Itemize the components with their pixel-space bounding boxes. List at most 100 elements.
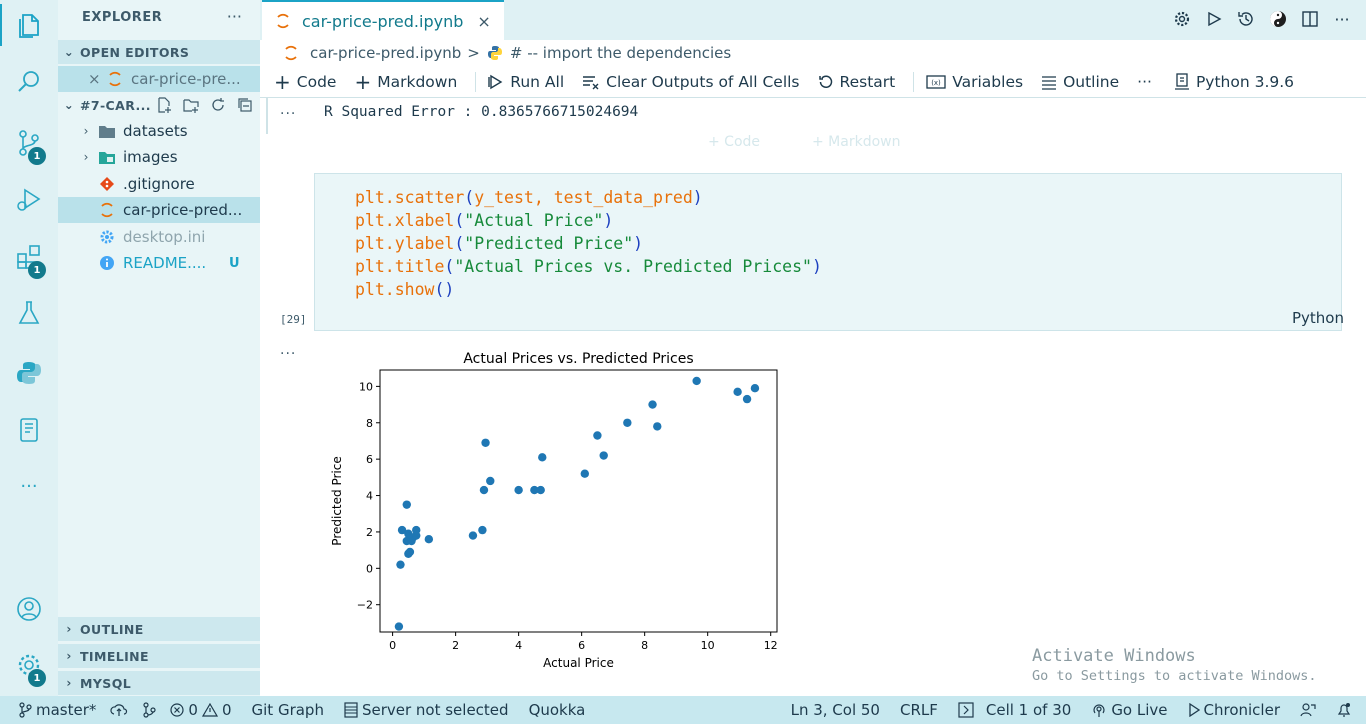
new-folder-icon[interactable] — [182, 96, 200, 114]
restart-kernel-button[interactable]: Restart — [818, 73, 895, 91]
manage-gear-icon[interactable]: 1 — [0, 640, 58, 690]
outline-section-header[interactable]: › OUTLINE — [58, 617, 260, 641]
code-token: () — [434, 280, 455, 299]
add-code-cell-button[interactable]: + Code — [274, 70, 336, 94]
notebook-activity-icon[interactable] — [0, 405, 58, 455]
git-graph-icon[interactable] — [142, 702, 157, 718]
clear-outputs-button[interactable]: Clear Outputs of All Cells — [582, 73, 800, 91]
run-debug-activity-icon[interactable] — [0, 174, 58, 224]
toolbar-divider — [913, 71, 915, 92]
watermark-line-1: Activate Windows — [1032, 646, 1196, 666]
python-activity-icon[interactable] — [0, 348, 58, 398]
data-point — [405, 547, 415, 557]
notifications-bell-icon[interactable] — [1336, 702, 1352, 718]
data-point — [412, 525, 421, 535]
tree-label: images — [123, 148, 178, 166]
collapse-all-icon[interactable] — [236, 96, 254, 114]
section-label: TIMELINE — [80, 648, 149, 664]
tree-item-desktop-ini[interactable]: desktop.ini — [58, 224, 260, 250]
accounts-icon[interactable] — [0, 584, 58, 634]
tree-item-notebook[interactable]: car-price-pred... — [58, 197, 260, 223]
breadcrumb-file[interactable]: car-price-pred.ipynb — [310, 44, 462, 62]
extensions-activity-icon[interactable]: 1 — [0, 232, 58, 282]
history-icon[interactable] — [1236, 8, 1256, 30]
tree-item-readme[interactable]: README.... U — [58, 250, 260, 276]
branch-status[interactable]: master* — [18, 701, 96, 719]
code-token: ( — [454, 211, 465, 230]
outline-button[interactable]: Outline — [1041, 73, 1119, 91]
execution-count: [29] — [280, 313, 307, 326]
code-line: plt.ylabel("Predicted Price") — [355, 234, 643, 253]
variables-button[interactable]: (x) Variables — [926, 73, 1023, 91]
chevron-right-icon: › — [66, 649, 72, 663]
open-editors-header[interactable]: ⌄ OPEN EDITORS — [58, 40, 260, 64]
sql-server-status[interactable]: Server not selected — [344, 701, 509, 719]
output-more-icon[interactable]: ··· — [280, 346, 297, 362]
toolbar-divider — [475, 71, 477, 92]
git-branch-icon — [18, 702, 32, 718]
toolbar-more-button[interactable]: ··· — [1137, 72, 1152, 91]
open-editor-item[interactable]: × car-price-pre... — [58, 66, 260, 92]
yin-yang-icon[interactable] — [1268, 8, 1288, 30]
split-editor-icon[interactable] — [1300, 8, 1320, 30]
new-file-icon[interactable] — [155, 96, 173, 114]
data-point — [402, 500, 411, 509]
refresh-icon[interactable] — [209, 96, 227, 114]
sidebar-more-button[interactable]: ··· — [226, 7, 242, 26]
tab-car-price-pred[interactable]: car-price-pred.ipynb × — [262, 0, 504, 40]
outline-label: Outline — [1063, 72, 1120, 91]
explorer-activity-icon[interactable] — [0, 0, 58, 50]
sync-icon[interactable] — [110, 703, 128, 717]
gear-icon[interactable] — [1172, 8, 1192, 30]
y-tick-label: 2 — [366, 526, 373, 539]
plus-icon: + — [354, 69, 372, 94]
cell-language[interactable]: Python — [1292, 309, 1344, 327]
insert-markdown-hint[interactable]: + Markdown — [812, 134, 901, 150]
notebook-cell-status[interactable]: Cell 1 of 30 — [958, 701, 1071, 719]
insert-code-hint[interactable]: + Code — [708, 134, 761, 150]
timeline-section-header[interactable]: › TIMELINE — [58, 644, 260, 668]
search-activity-icon[interactable] — [0, 57, 58, 107]
tree-item-gitignore[interactable]: .gitignore — [58, 171, 260, 197]
chevron-down-icon: ⌄ — [63, 98, 75, 112]
chevron-right-icon: › — [83, 124, 89, 138]
editor-actions: ··· — [1172, 8, 1352, 30]
run-icon[interactable] — [1204, 8, 1224, 30]
code-cell[interactable]: plt.scatter(y_test, test_data_pred) plt.x… — [314, 173, 1342, 331]
breadcrumb-symbol[interactable]: # -- import the dependencies — [509, 44, 732, 62]
notebook-editor: ··· R Squared Error : 0.8365766715024694… — [260, 98, 1366, 696]
close-tab-icon[interactable]: × — [477, 11, 491, 31]
mysql-section-header[interactable]: › MYSQL — [58, 671, 260, 695]
section-label: OUTLINE — [80, 621, 144, 637]
output-more-icon[interactable]: ··· — [280, 106, 297, 122]
cursor-position[interactable]: Ln 3, Col 50 — [790, 701, 880, 719]
more-activity-icon[interactable]: ··· — [20, 475, 38, 497]
line-ending[interactable]: CRLF — [899, 701, 938, 719]
restart-icon — [818, 74, 834, 90]
close-editor-icon[interactable]: × — [88, 70, 101, 88]
data-point — [742, 394, 752, 404]
tree-item-images[interactable]: › images — [58, 144, 260, 170]
chronicler-button[interactable]: Chronicler — [1188, 701, 1280, 719]
testing-flask-icon[interactable] — [0, 288, 58, 338]
go-live-button[interactable]: Go Live — [1091, 701, 1168, 719]
quokka-button[interactable]: Quokka — [528, 701, 586, 719]
images-folder-icon — [98, 149, 116, 165]
problems-status[interactable]: 0 0 — [170, 701, 232, 719]
add-markdown-cell-button[interactable]: + Markdown — [354, 70, 457, 94]
manage-badge: 1 — [28, 669, 46, 687]
run-all-button[interactable]: Run All — [488, 73, 564, 91]
kernel-picker[interactable]: Python 3.9.6 — [1174, 73, 1294, 91]
chevron-down-icon: ⌄ — [63, 45, 75, 59]
source-control-activity-icon[interactable]: 1 — [0, 118, 58, 168]
data-point — [530, 485, 539, 495]
chart-title: Actual Prices vs. Predicted Prices — [463, 351, 693, 367]
clear-all-icon — [582, 74, 600, 90]
code-token: plt.title — [355, 257, 445, 276]
git-graph-button[interactable]: Git Graph — [251, 701, 324, 719]
feedback-icon[interactable] — [1300, 702, 1316, 718]
tree-item-datasets[interactable]: › datasets — [58, 118, 260, 144]
info-icon — [98, 255, 116, 271]
more-actions-icon[interactable]: ··· — [1334, 9, 1350, 29]
folder-header[interactable]: ⌄ #7-CAR... — [58, 93, 260, 117]
